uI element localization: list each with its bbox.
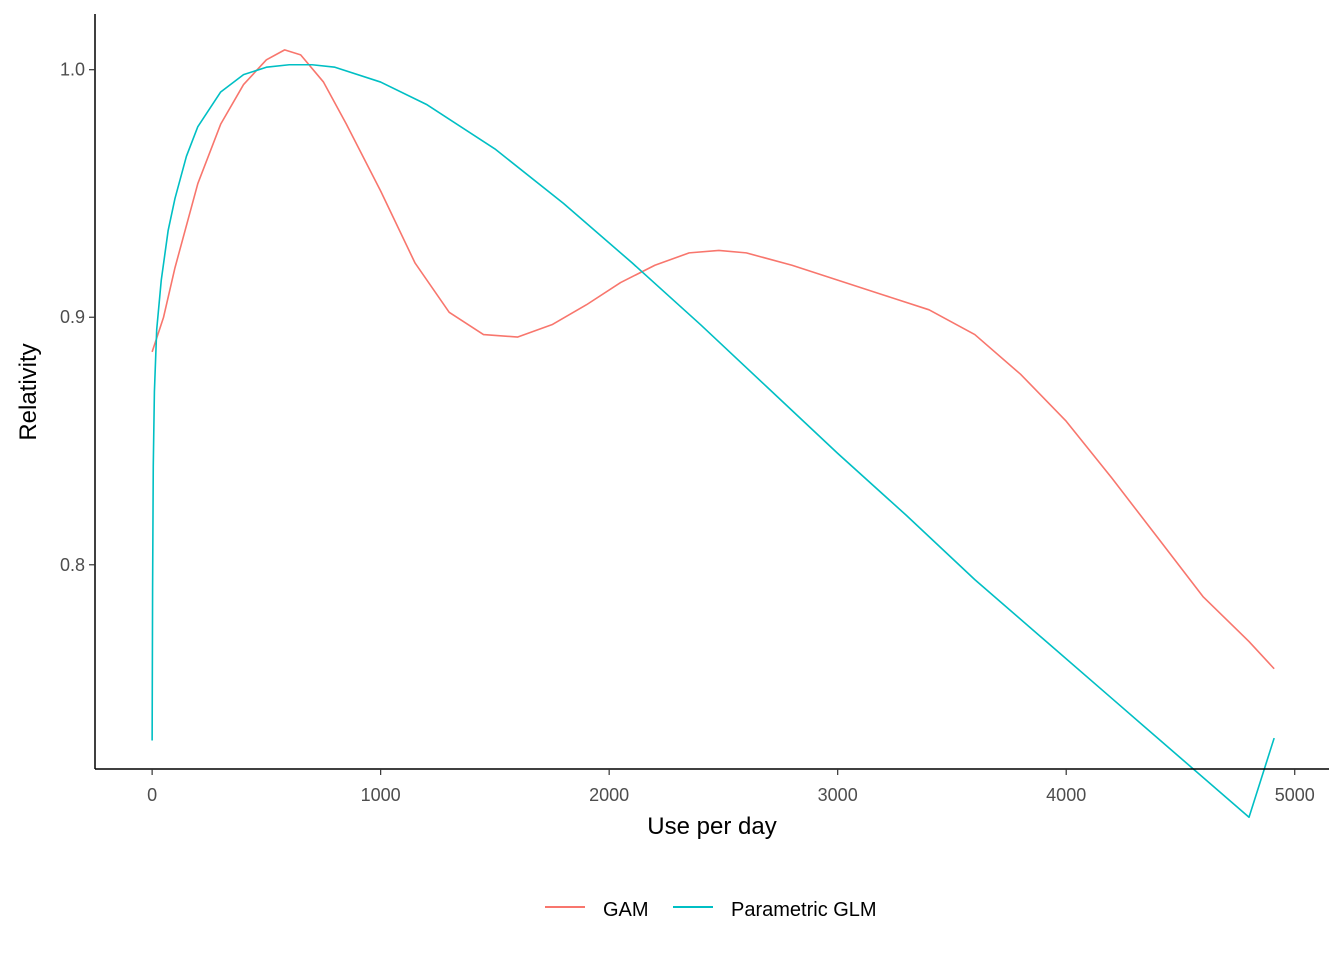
legend: GAM Parametric GLM <box>545 899 877 921</box>
legend-label-gam: GAM <box>603 899 649 921</box>
x-tick-label: 2000 <box>589 785 629 805</box>
x-tick-label: 1000 <box>361 785 401 805</box>
series-line-parametric-glm <box>151 63 1275 819</box>
x-tick-label: 5000 <box>1275 785 1315 805</box>
x-tick-label: 0 <box>147 785 157 805</box>
y-ticks: 0.8 0.9 1.0 <box>60 60 95 575</box>
y-tick-label: 0.9 <box>60 307 85 327</box>
x-axis-title: Use per day <box>647 813 776 840</box>
x-tick-label: 3000 <box>818 785 858 805</box>
series-line-gam <box>151 49 1275 670</box>
x-ticks: 0 1000 2000 3000 4000 5000 <box>147 769 1315 805</box>
y-tick-label: 0.8 <box>60 555 85 575</box>
y-axis-title: Relativity <box>15 343 42 440</box>
plot-lines <box>151 49 1275 819</box>
legend-label-parametric-glm: Parametric GLM <box>731 899 877 921</box>
x-tick-label: 4000 <box>1046 785 1086 805</box>
y-tick-label: 1.0 <box>60 60 85 80</box>
